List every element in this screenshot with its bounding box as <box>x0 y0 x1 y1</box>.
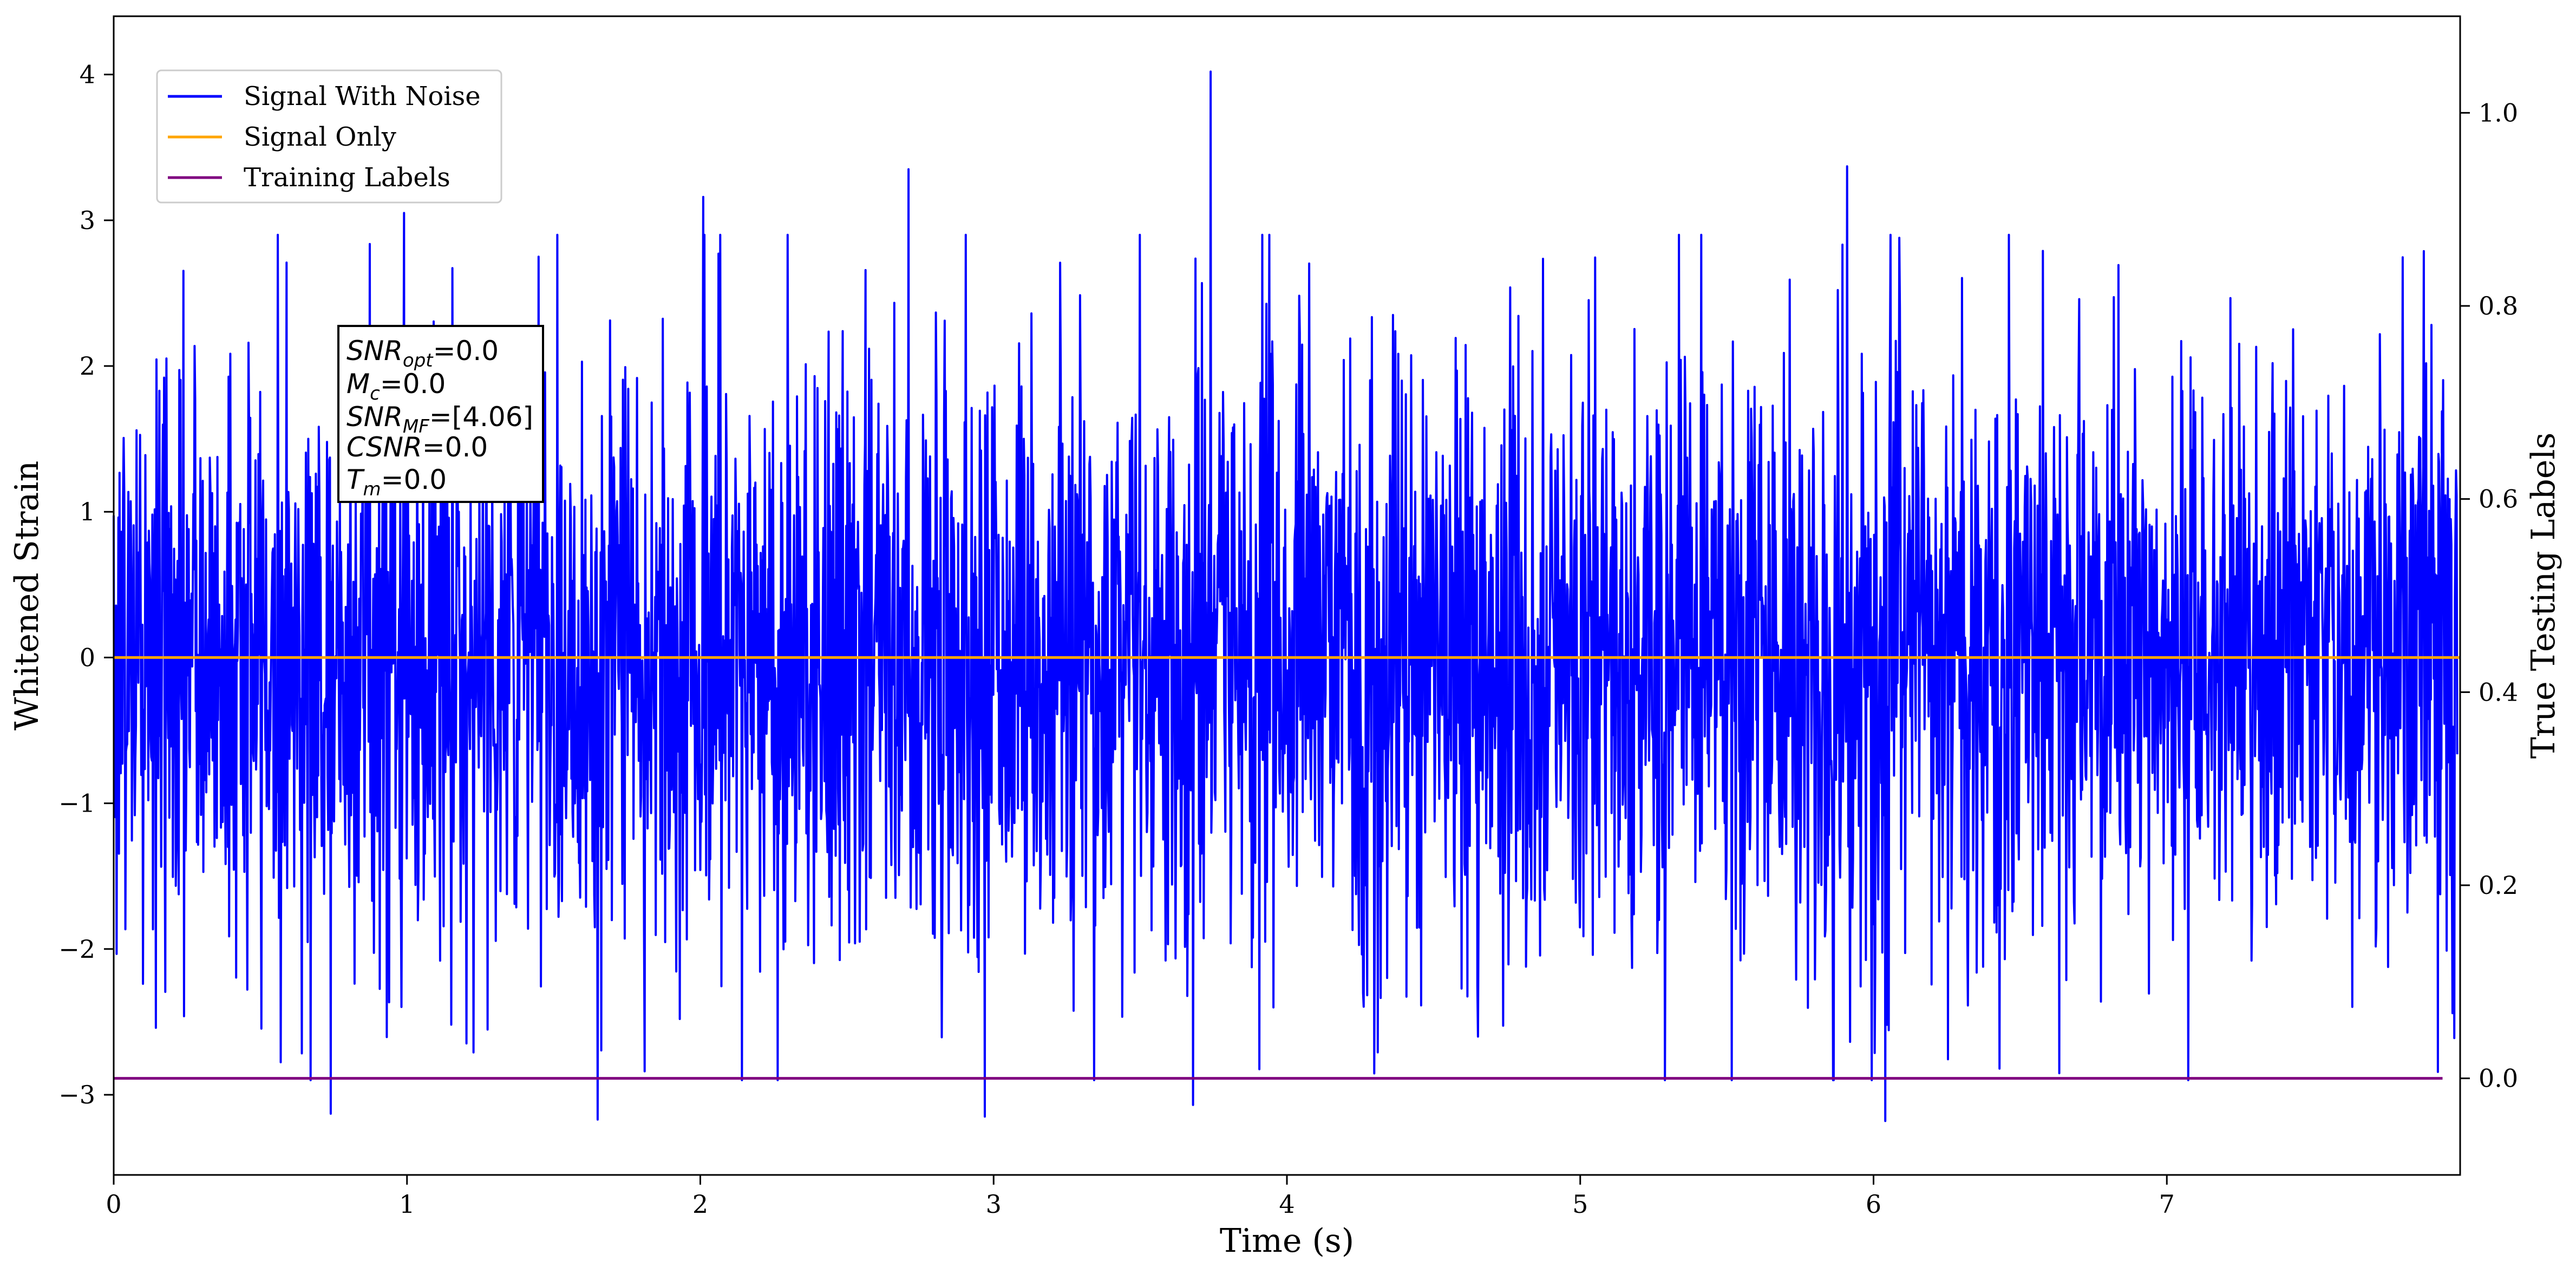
y-axis: −3 −2 −1 0 1 2 3 4 <box>58 60 114 1109</box>
y2-tick-label: 0.2 <box>2479 871 2518 900</box>
x-tick-label: 4 <box>1279 1190 1294 1219</box>
y-tick-label: 2 <box>80 351 95 381</box>
y2-axis: 0.0 0.2 0.4 0.6 0.8 1.0 <box>2460 98 2518 1093</box>
y2-axis-label: True Testing Labels <box>2525 433 2562 759</box>
annotation-line-tm: Tm=0.0 <box>346 464 447 500</box>
x-tick-label: 0 <box>106 1190 121 1219</box>
x-tick-label: 3 <box>986 1190 1002 1219</box>
x-tick-label: 7 <box>2159 1190 2175 1219</box>
y-tick-label: −1 <box>58 789 95 818</box>
series-line-signal-with-noise <box>113 70 2459 1122</box>
flat-series <box>114 656 2460 1080</box>
annotation-line-snr-mf: SNRMF=[4.06] <box>346 401 533 437</box>
noise-series <box>113 70 2459 1122</box>
x-axis-label: Time (s) <box>1220 1222 1354 1260</box>
legend: Signal With Noise Signal Only Training L… <box>156 69 502 204</box>
x-tick-label: 5 <box>1572 1190 1588 1219</box>
x-tick-label: 1 <box>399 1190 415 1219</box>
annotation-box: SNRopt=0.0 Mc=0.0 SNRMF=[4.06] CSNR=0.0 … <box>337 325 544 503</box>
x-tick-label: 6 <box>1866 1190 1881 1219</box>
y-tick-label: 4 <box>80 60 95 89</box>
annotation-line-mc: Mc=0.0 <box>346 368 446 404</box>
x-axis: 0 1 2 3 4 5 6 7 <box>106 1175 2175 1219</box>
y2-tick-label: 0.4 <box>2479 677 2518 707</box>
y2-tick-label: 0.6 <box>2479 485 2518 514</box>
annotation-frame <box>337 325 544 503</box>
annotation-line-snr-opt: SNRopt=0.0 <box>346 335 499 371</box>
y2-tick-label: 1.0 <box>2479 98 2518 127</box>
y-tick-label: 1 <box>80 497 95 526</box>
legend-label-signal-only: Signal Only <box>244 122 396 152</box>
x-tick-label: 2 <box>692 1190 708 1219</box>
y-tick-label: −3 <box>58 1080 95 1109</box>
y-axis-label: Whitened Strain <box>8 461 46 730</box>
y-tick-label: −2 <box>58 935 95 964</box>
annotation-line-csnr: CSNR=0.0 <box>346 432 488 463</box>
y-tick-label: 3 <box>80 206 95 235</box>
y2-tick-label: 0.8 <box>2479 291 2518 321</box>
legend-label-training-labels: Training Labels <box>244 162 450 193</box>
y-tick-label: 0 <box>80 643 95 672</box>
legend-box <box>156 69 502 204</box>
legend-label-signal-with-noise: Signal With Noise <box>244 81 481 112</box>
y2-tick-label: 0.0 <box>2479 1064 2518 1093</box>
